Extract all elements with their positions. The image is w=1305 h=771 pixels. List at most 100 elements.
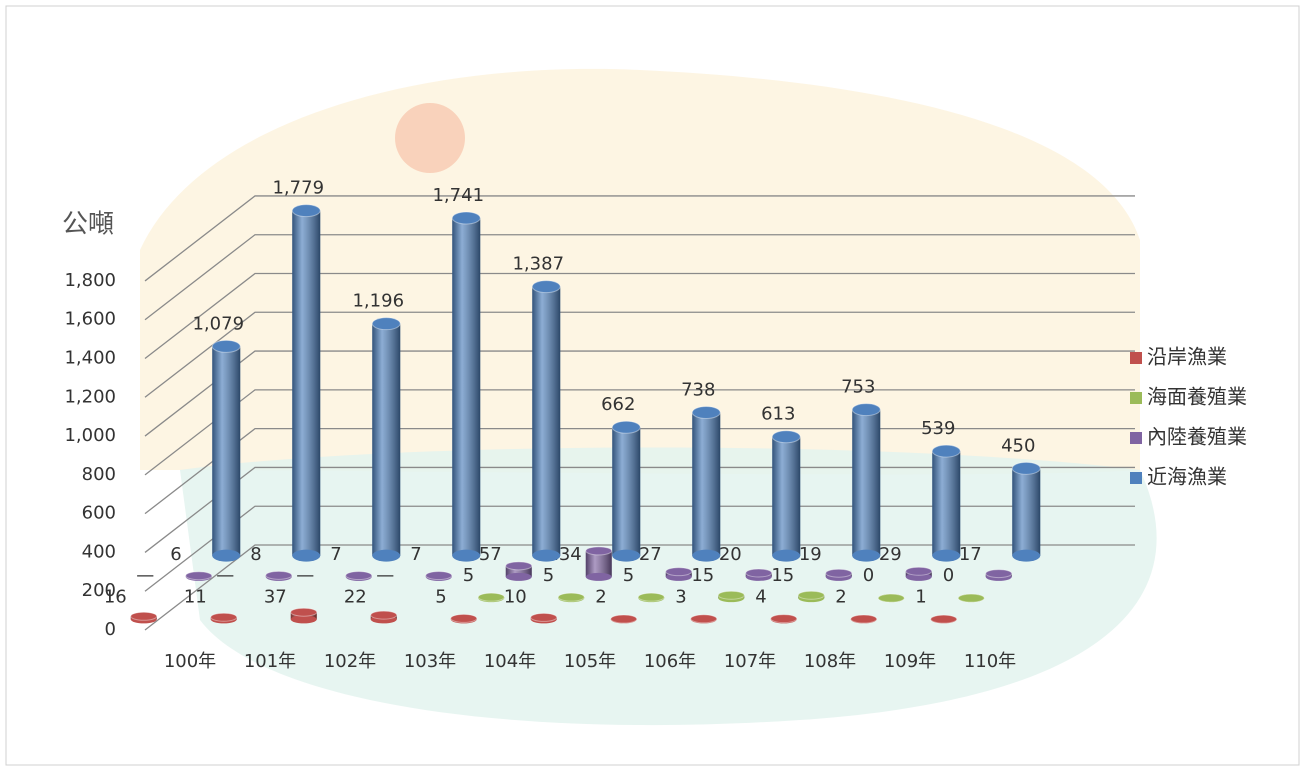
grid-line (144, 466, 1135, 553)
bar-shade (292, 210, 321, 556)
legend-label: 沿岸漁業 (1147, 345, 1227, 369)
bar-bottom (212, 549, 241, 562)
x-tick-label: 101年 (244, 651, 296, 672)
bar-cap (425, 571, 453, 581)
grid-line (144, 311, 1135, 398)
legend-label: 海面養殖業 (1147, 385, 1247, 409)
data-label: 1,741 (432, 185, 484, 206)
data-label: 20 (719, 544, 742, 565)
data-label: 0 (943, 565, 954, 586)
bar-bottom (852, 549, 881, 562)
x-tick-label: 106年 (644, 651, 696, 672)
x-tick-label: 107年 (724, 651, 776, 672)
bar-bottom (692, 549, 721, 562)
background-water (180, 447, 1157, 726)
bar-cap (690, 614, 718, 624)
bar-cap (985, 569, 1013, 579)
x-tick-label: 108年 (804, 651, 856, 672)
bar-cap (877, 593, 905, 603)
bar-bottom (772, 549, 801, 562)
data-label: 1,196 (352, 291, 404, 312)
bar-cap (290, 607, 318, 617)
bar-cap (850, 614, 878, 624)
bar-cap (451, 211, 481, 225)
data-label: 2 (835, 586, 846, 607)
x-tick-label: 110年 (964, 651, 1016, 672)
legend-swatch (1130, 472, 1142, 484)
grid-line (144, 350, 1135, 437)
bar-cap (211, 339, 241, 353)
data-label: 613 (761, 404, 795, 425)
bar-cap (505, 561, 533, 571)
bar-cap (905, 566, 933, 576)
data-label: 17 (959, 544, 982, 565)
bar-bottom (290, 615, 317, 624)
grid-line (144, 505, 1135, 592)
legend-swatch (1130, 352, 1142, 364)
bar-cap (691, 406, 721, 420)
bar-shade (585, 550, 612, 577)
data-label: 7 (410, 544, 421, 565)
data-label: 15 (771, 565, 794, 586)
bar-cap (530, 612, 558, 622)
bar-shade (692, 412, 721, 556)
bar-bottom (932, 549, 961, 562)
y-tick-label: 400 (82, 541, 116, 562)
legend-swatch (1130, 432, 1142, 444)
data-label: 8 (250, 544, 261, 565)
y-tick-label: 1,000 (64, 425, 116, 446)
data-label: 11 (184, 586, 207, 607)
bar-cap (930, 614, 958, 624)
bar-shade (212, 346, 241, 556)
data-label: 57 (479, 544, 502, 565)
data-label: 1,779 (272, 178, 324, 199)
data-label: 29 (879, 544, 902, 565)
bar-shade (1012, 468, 1041, 556)
bar-bottom (372, 549, 401, 562)
x-tick-label: 102年 (324, 651, 376, 672)
grid-line (144, 234, 1135, 321)
bar-cap (665, 567, 693, 577)
bar-shade (772, 436, 801, 556)
grid-line (144, 195, 1135, 282)
bar-cap (130, 611, 158, 621)
bar-cap (477, 592, 505, 602)
data-label: 1,387 (512, 254, 564, 275)
y-tick-label: 1,800 (64, 270, 116, 291)
bar-cap (585, 546, 613, 556)
data-label: 738 (681, 380, 715, 401)
bar-cap (851, 403, 881, 417)
bar-shade (452, 217, 481, 556)
bar-bottom (1012, 549, 1041, 562)
data-label: — (296, 565, 314, 586)
data-label: 539 (921, 418, 955, 439)
bar-shade (505, 565, 532, 577)
bar-shade (932, 451, 961, 556)
data-label: 4 (755, 586, 766, 607)
bar-cap (611, 420, 641, 434)
y-tick-label: 200 (82, 580, 116, 601)
x-tick-label: 109年 (884, 651, 936, 672)
bar-cap (185, 571, 213, 581)
data-label: — (376, 565, 394, 586)
bar-shade (532, 286, 561, 556)
grid-line (144, 544, 1135, 631)
bar-cap (610, 614, 638, 624)
data-label: 5 (463, 565, 474, 586)
data-label: — (216, 565, 234, 586)
bar-cap (371, 317, 401, 331)
y-tick-label: 0 (105, 619, 116, 640)
legend-label: 內陸養殖業 (1147, 425, 1247, 449)
y-tick-label: 600 (82, 503, 116, 524)
data-label: 15 (691, 565, 714, 586)
data-label: 6 (170, 544, 181, 565)
x-tick-label: 103年 (404, 651, 456, 672)
data-label: 450 (1001, 435, 1035, 456)
bar-cap (931, 444, 961, 458)
data-label: 1,079 (192, 313, 244, 334)
bar-cap (345, 571, 373, 581)
bar-cap (291, 204, 321, 218)
data-label: 10 (504, 586, 527, 607)
bar-cap (771, 430, 801, 444)
